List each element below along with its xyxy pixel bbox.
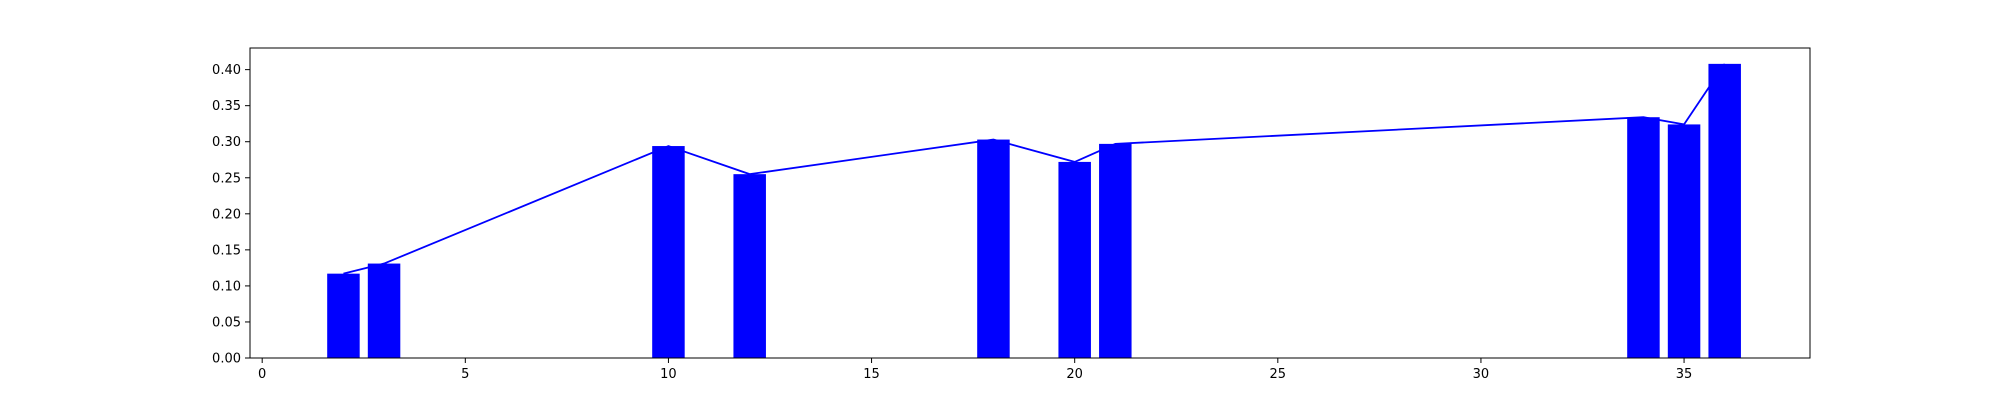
y-tick-label: 0.10 xyxy=(212,279,241,294)
x-tick-label: 30 xyxy=(1473,367,1490,382)
y-tick-label: 0.05 xyxy=(212,315,241,330)
x-tick-label: 15 xyxy=(863,367,880,382)
series-line xyxy=(343,63,1726,275)
x-tick-label: 0 xyxy=(258,367,266,382)
x-tick-label: 25 xyxy=(1270,367,1287,382)
bars-layer xyxy=(327,63,1741,359)
y-tick-label: 0.00 xyxy=(212,352,241,367)
bar xyxy=(327,273,360,358)
y-tick-label: 0.40 xyxy=(212,63,241,78)
x-tick-label: 20 xyxy=(1066,367,1083,382)
bar xyxy=(1058,161,1091,358)
x-tick-label: 35 xyxy=(1676,367,1693,382)
bar xyxy=(977,139,1010,358)
y-tick-label: 0.20 xyxy=(212,207,241,222)
bar xyxy=(1099,143,1132,358)
line-layer xyxy=(343,63,1726,275)
y-tick-label: 0.30 xyxy=(212,135,241,150)
bar xyxy=(652,146,685,358)
bar xyxy=(1667,124,1701,358)
x-tick-label: 5 xyxy=(461,367,469,382)
y-tick-label: 0.15 xyxy=(212,243,241,258)
x-tick-label: 10 xyxy=(660,367,677,382)
bar xyxy=(367,263,401,358)
bar xyxy=(1708,63,1741,359)
bar xyxy=(1627,117,1660,359)
axes-layer: 0 5 10 15 20 25 30 35 0.00 0.05 0.10 0.15 0.20 0.25 0.… xyxy=(212,47,1811,382)
bar xyxy=(733,174,766,358)
y-tick-label: 0.25 xyxy=(212,171,241,186)
axes-frame xyxy=(249,47,1811,359)
y-tick-label: 0.35 xyxy=(212,99,241,114)
